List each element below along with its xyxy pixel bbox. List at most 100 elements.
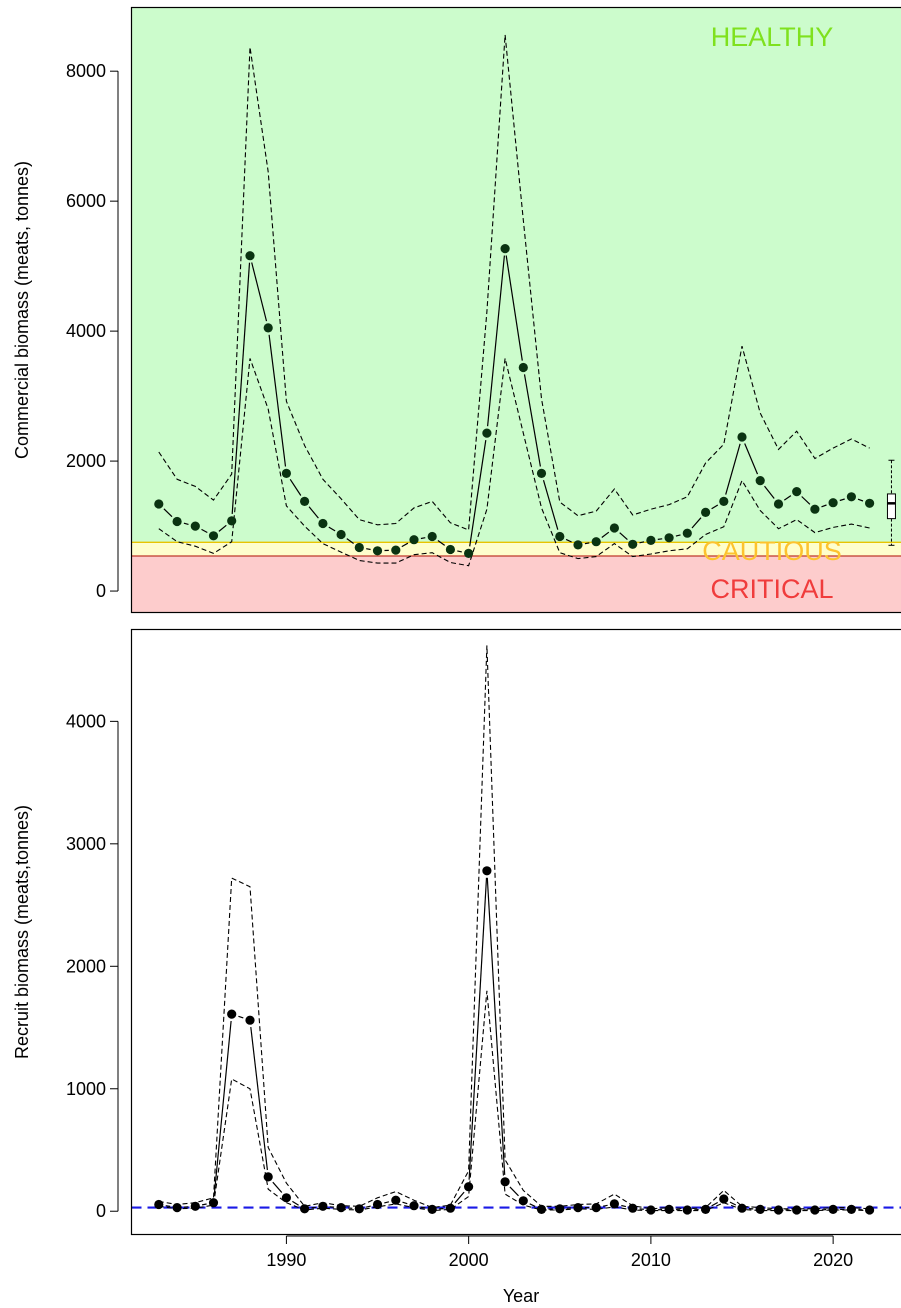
recruit-median-point xyxy=(372,1199,383,1210)
commercial-median-segment xyxy=(565,538,572,543)
x-tick-label: 2010 xyxy=(631,1250,671,1270)
recruit-median-point xyxy=(409,1201,419,1211)
commercial-median-point xyxy=(500,244,510,254)
commercial-median-segment xyxy=(505,255,523,361)
x-axis-title: Year xyxy=(503,1286,539,1306)
commercial-median-point xyxy=(208,531,219,541)
commercial-median-segment xyxy=(542,480,559,530)
commercial-median-segment xyxy=(601,531,610,538)
recruit-median-segment xyxy=(165,1205,171,1207)
commercial-median-segment xyxy=(584,542,590,545)
commercial-median-point xyxy=(573,540,583,550)
commercial-upper-ci-line xyxy=(158,34,870,531)
recruit-median-point xyxy=(573,1203,583,1213)
commercial-median-point xyxy=(427,531,437,542)
recruit-median-point xyxy=(536,1204,547,1214)
commercial-median-point xyxy=(591,537,601,547)
recruit-median-segment xyxy=(711,1201,718,1207)
commercial-median-point xyxy=(646,535,656,546)
recruit-median-segment xyxy=(213,1020,232,1196)
commercial-median-segment xyxy=(328,526,336,532)
commercial-median-segment xyxy=(839,498,845,502)
recruit-median-point xyxy=(719,1194,729,1204)
recruit-median-segment xyxy=(420,1206,426,1209)
commercial-median-segment xyxy=(437,540,446,546)
bottom-y-tick-label: 1000 xyxy=(66,1079,106,1099)
recruit-median-point xyxy=(646,1205,656,1215)
recruit-median-point xyxy=(591,1203,601,1213)
recruit-median-segment xyxy=(729,1201,737,1206)
bottom-plot-frame xyxy=(130,628,901,1236)
commercial-median-segment xyxy=(764,485,775,499)
recruit-median-point xyxy=(172,1203,182,1213)
commercial-median-segment xyxy=(420,537,426,540)
recruit-median-segment xyxy=(509,1186,519,1197)
commercial-median-point xyxy=(846,492,857,502)
recruit-median-point xyxy=(737,1203,747,1213)
recruit-median-point xyxy=(846,1204,857,1214)
top-y-axis-title: Commercial biomass (meats, tonnes) xyxy=(12,161,32,459)
recruit-median-point xyxy=(828,1204,838,1214)
x-tick-label: 2000 xyxy=(449,1250,489,1270)
top-y-tick-label: 0 xyxy=(96,581,106,601)
recruit-median-point xyxy=(500,1177,510,1187)
recruit-median-point xyxy=(263,1172,273,1182)
projection-box xyxy=(886,493,896,520)
recruit-median-segment xyxy=(292,1200,299,1206)
commercial-median-point xyxy=(372,546,383,556)
commercial-median-segment xyxy=(821,504,827,508)
recruit-median-point xyxy=(701,1204,711,1214)
recruit-biomass-panel: 0 1000 2000 3000 4000 1990 2000 2010 2020 Recru… xyxy=(12,628,901,1306)
recruit-median-point xyxy=(281,1193,291,1203)
recruit-median-point xyxy=(336,1203,346,1213)
x-tick-label: 1990 xyxy=(266,1250,306,1270)
commercial-median-segment xyxy=(523,374,541,467)
commercial-biomass-panel: 0 2000 4000 6000 8000 HEALTHY CAUTIOUS CRITI… xyxy=(12,6,901,614)
recruit-median-segment xyxy=(402,1201,408,1205)
commercial-median-point xyxy=(300,496,310,506)
bottom-y-tick-label: 2000 xyxy=(66,956,106,976)
commercial-median-segment xyxy=(691,517,702,529)
recruit-median-segment xyxy=(272,1181,283,1193)
commercial-median-point xyxy=(628,539,638,549)
commercial-median-segment xyxy=(308,506,319,519)
x-tick-label: 2020 xyxy=(813,1250,853,1270)
recruit-median-point xyxy=(682,1205,692,1215)
commercial-median-point xyxy=(281,468,291,478)
commercial-median-point xyxy=(737,432,747,442)
top-y-tick-label: 6000 xyxy=(66,191,106,211)
recruit-median-segment xyxy=(454,1191,465,1204)
recruit-median-point xyxy=(865,1205,875,1215)
commercial-median-segment xyxy=(675,534,681,537)
recruit-median-point xyxy=(628,1203,638,1213)
commercial-median-point xyxy=(354,542,364,553)
recruit-median-point xyxy=(518,1196,528,1206)
cautious-zone xyxy=(131,542,901,556)
commercial-median-segment xyxy=(163,508,173,518)
healthy-zone xyxy=(131,7,901,543)
commercial-median-point xyxy=(865,498,875,508)
recruit-median-point xyxy=(427,1204,437,1214)
bottom-y-tick-label: 0 xyxy=(96,1201,106,1221)
healthy-zone-label: HEALTHY xyxy=(711,22,834,52)
top-y-tick-label: 8000 xyxy=(66,61,106,81)
commercial-median-point xyxy=(336,529,346,540)
commercial-median-point xyxy=(445,544,455,555)
commercial-median-point xyxy=(227,516,237,526)
top-y-tick-label: 4000 xyxy=(66,321,106,341)
commercial-median-segment xyxy=(857,498,864,502)
recruit-lower-ci-line xyxy=(158,990,870,1212)
bottom-y-axis-title: Recruit biomass (meats,tonnes) xyxy=(12,805,32,1059)
commercial-median-point xyxy=(792,487,802,497)
commercial-median-segment xyxy=(366,548,371,551)
commercial-median-segment xyxy=(744,443,759,475)
recruit-median-point xyxy=(609,1199,620,1209)
bottom-y-tick-label: 3000 xyxy=(66,834,106,854)
recruit-median-point xyxy=(755,1204,765,1214)
recruit-median-point xyxy=(318,1201,328,1211)
top-plot-frame xyxy=(130,6,901,614)
recruit-median-point xyxy=(664,1204,674,1214)
recruit-median-point xyxy=(190,1201,200,1211)
recruit-median-segment xyxy=(621,1204,627,1208)
